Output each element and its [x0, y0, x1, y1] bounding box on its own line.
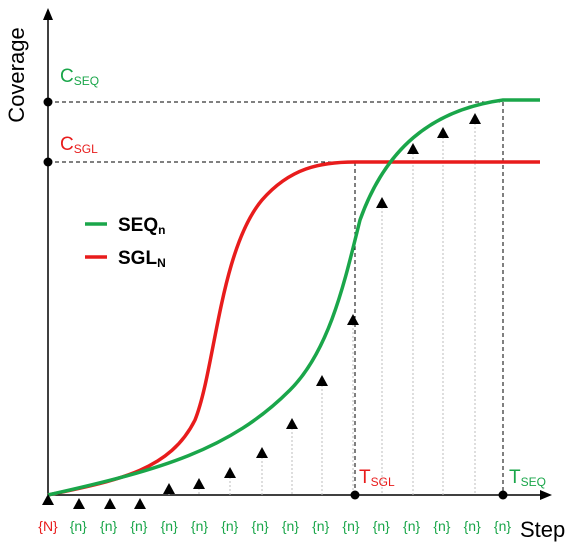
step-marker-triangle [469, 113, 481, 124]
legend-sgl-main: SGL [118, 248, 157, 269]
step-marker-triangle [193, 478, 205, 489]
c-seq-label-main: C [60, 66, 74, 87]
step-marker-triangle [376, 197, 388, 208]
legend: SEQn SGLN [85, 215, 166, 270]
step-label-n: {n} [100, 518, 117, 534]
c-seq-point [43, 97, 53, 107]
legend-seq-sub: n [158, 223, 165, 237]
legend-sgl-label: SGLN [118, 248, 166, 270]
step-label-n: {n} [464, 518, 481, 534]
t-seq-label: TSEQ [509, 467, 546, 489]
step-label-N: {N} [38, 518, 58, 534]
c-seq-label-sub: SEQ [74, 74, 99, 88]
step-marker-triangle [316, 375, 328, 386]
step-label-n: {n} [373, 518, 390, 534]
step-label-n: {n} [130, 518, 147, 534]
t-seq-label-main: T [509, 467, 521, 488]
step-marker-triangle [256, 447, 268, 458]
step-labels: {N} {n} {n} {n} {n} {n} {n} {n} {n} {n} {n} {n} {n} {… [38, 518, 511, 534]
step-label-n: {n} [191, 518, 208, 534]
step-marker-triangle [224, 467, 236, 478]
step-marker-triangle [73, 498, 85, 509]
y-axis-title: Coverage [4, 27, 29, 122]
legend-sgl-sub: N [157, 256, 166, 270]
step-marker-triangle [163, 483, 175, 494]
step-marker-triangle [407, 143, 419, 154]
step-label-n: {n} [282, 518, 299, 534]
step-guides [168, 119, 476, 495]
step-label-n: {n} [312, 518, 329, 534]
step-label-n: {n} [494, 518, 511, 534]
step-markers [42, 113, 481, 509]
sgl-curve [47, 160, 540, 497]
t-sgl-label-sub: SGL [371, 475, 395, 489]
t-seq-label-sub: SEQ [521, 475, 546, 489]
c-sgl-label-main: C [60, 134, 74, 155]
step-marker-triangle [104, 498, 116, 509]
step-marker-triangle [42, 494, 54, 505]
t-sgl-label-main: T [359, 467, 371, 488]
step-label-n: {n} [342, 518, 359, 534]
step-label-n: {n} [433, 518, 450, 534]
x-axis-title: Step [520, 517, 565, 542]
c-sgl-label-sub: SGL [74, 142, 98, 156]
step-marker-triangle [347, 314, 359, 325]
step-marker-triangle [437, 127, 449, 138]
step-label-n: {n} [70, 518, 87, 534]
c-seq-label: CSEQ [60, 66, 99, 88]
legend-seq-label: SEQn [118, 215, 165, 237]
legend-seq-main: SEQ [118, 215, 158, 236]
step-label-n: {n} [221, 518, 238, 534]
step-label-n: {n} [252, 518, 269, 534]
x-axis-arrowhead [540, 490, 552, 500]
t-seq-point [498, 490, 508, 500]
step-label-n: {n} [403, 518, 420, 534]
t-sgl-label: TSGL [359, 467, 395, 489]
c-sgl-label: CSGL [60, 134, 98, 156]
step-marker-triangle [286, 418, 298, 429]
y-axis-arrowhead [43, 8, 53, 20]
step-label-n: {n} [161, 518, 178, 534]
seq-curve [47, 98, 540, 497]
c-sgl-point [43, 157, 53, 167]
t-sgl-point [350, 490, 360, 500]
step-marker-triangle [134, 498, 146, 509]
